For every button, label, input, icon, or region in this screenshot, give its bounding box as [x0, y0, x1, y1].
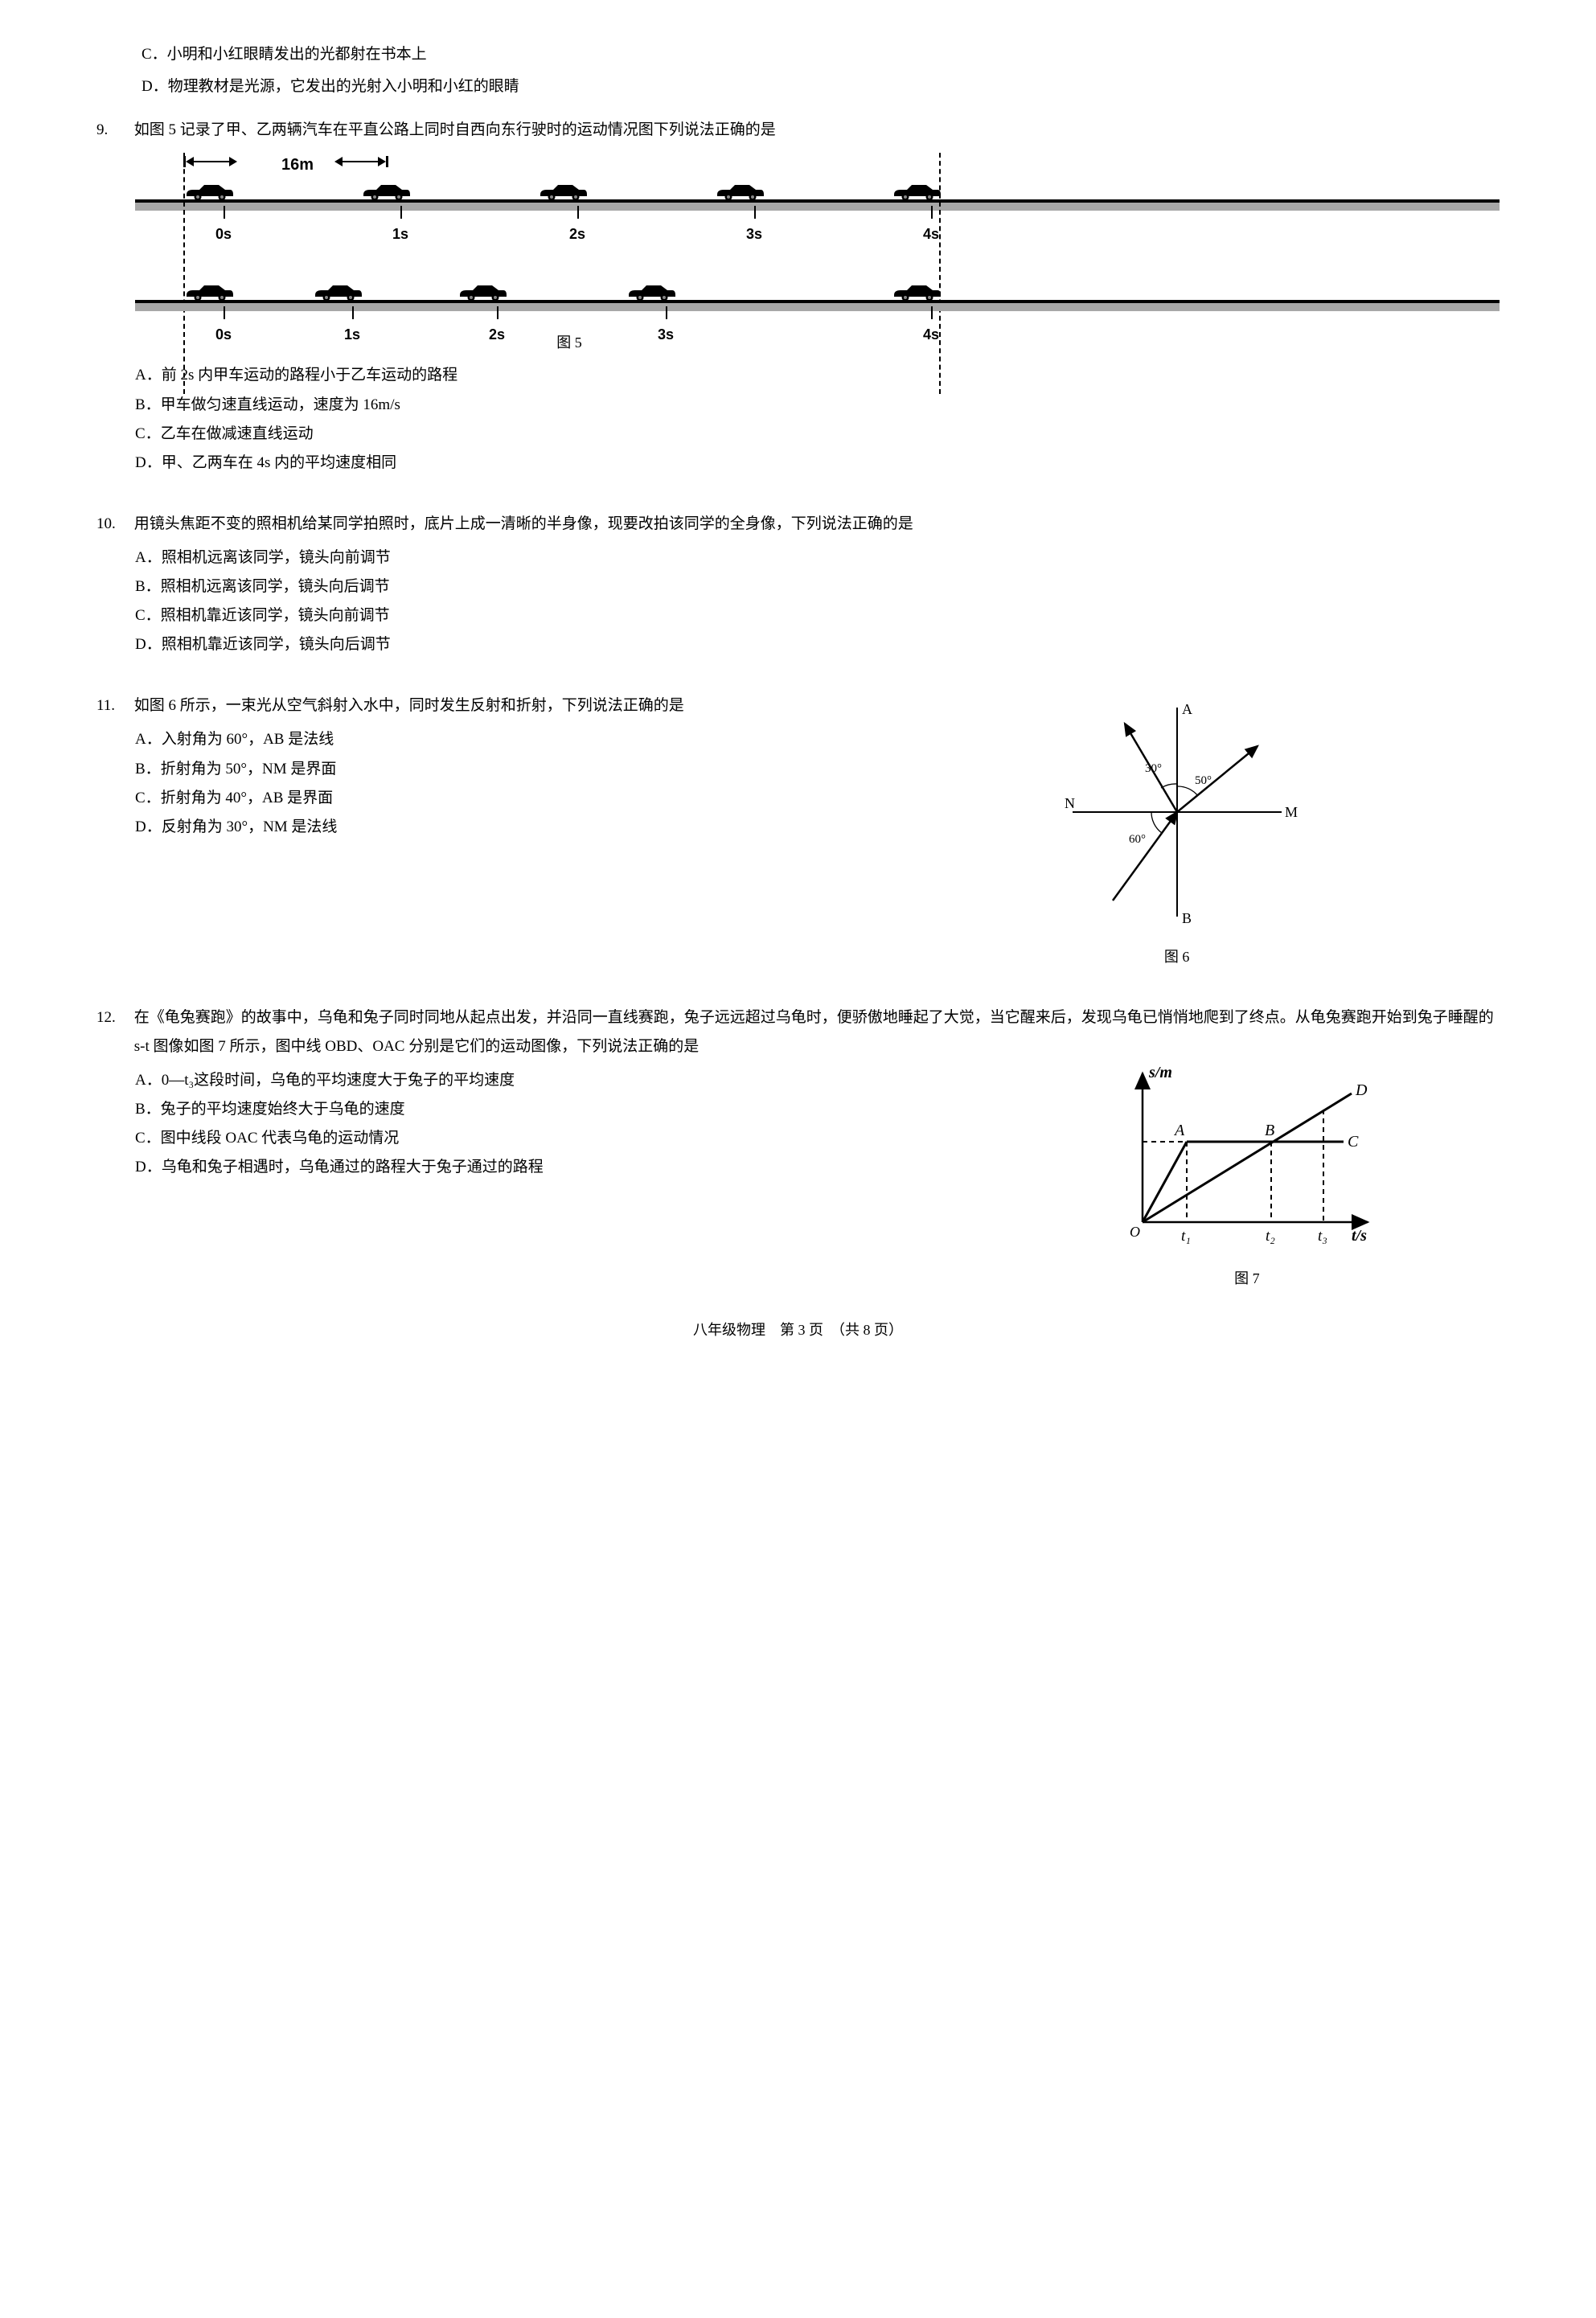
q10-option-a: A．照相机远离该同学，镜头向前调节 [135, 544, 1500, 572]
q9-option-c: C．乙车在做减速直线运动 [135, 420, 1500, 449]
q9-figure: 16m 0s1s2s3s4s 0s1s2s3s4s 图 5 [135, 153, 1500, 356]
svg-text:50°: 50° [1195, 774, 1212, 787]
svg-text:B: B [1182, 910, 1192, 926]
car-icon [537, 182, 589, 201]
q10-stem: 用镜头焦距不变的照相机给某同学拍照时，底片上成一清晰的半身像，现要改拍该同学的全… [134, 510, 1497, 539]
car-icon [183, 182, 235, 201]
car-icon [891, 282, 942, 302]
q12-options: A．0—t₃这段时间，乌龟的平均速度大于兔子的平均速度 B．兔子的平均速度始终大… [96, 1066, 1023, 1182]
q12-fig-caption: 图 7 [1023, 1265, 1471, 1292]
car-icon [714, 182, 765, 201]
q10-options: A．照相机远离该同学，镜头向前调节 B．照相机远离该同学，镜头向后调节 C．照相… [96, 544, 1500, 659]
q11-number: 11. [96, 691, 130, 720]
q9-options: A．前 2s 内甲车运动的路程小于乙车运动的路程 B．甲车做匀速直线运动，速度为… [96, 361, 1500, 477]
car-icon [891, 182, 942, 201]
q12-number: 12. [96, 1003, 130, 1032]
q12-option-c: C．图中线段 OAC 代表乌龟的运动情况 [135, 1124, 1023, 1153]
car-icon [626, 282, 677, 302]
q9-option-b: B．甲车做匀速直线运动，速度为 16m/s [135, 391, 1500, 420]
svg-text:60°: 60° [1129, 833, 1146, 846]
question-11: 11. 如图 6 所示，一束光从空气斜射入水中，同时发生反射和折射，下列说法正确… [96, 691, 1500, 970]
q11-stem: 如图 6 所示，一束光从空气斜射入水中，同时发生反射和折射，下列说法正确的是 [134, 691, 908, 720]
svg-text:30°: 30° [1145, 762, 1162, 775]
svg-text:s/m: s/m [1148, 1064, 1172, 1081]
tick-label: 2s [489, 321, 505, 348]
svg-text:C: C [1348, 1133, 1359, 1151]
tick-label: 0s [215, 220, 232, 248]
tick-label: 0s [215, 321, 232, 348]
tick-label: 4s [923, 321, 939, 348]
svg-text:A: A [1173, 1122, 1185, 1139]
tick-label: 1s [392, 220, 408, 248]
svg-text:N: N [1065, 795, 1075, 811]
svg-text:t₂: t₂ [1266, 1228, 1275, 1245]
q11-diagram: N M A B 30° 50° 60° [1056, 700, 1298, 933]
car-icon [183, 282, 235, 302]
prev-option-c: C．小明和小红眼睛发出的光都射在书本上 [96, 40, 1500, 69]
question-10: 10. 用镜头焦距不变的照相机给某同学拍照时，底片上成一清晰的半身像，现要改拍该… [96, 510, 1500, 659]
tick-label: 3s [658, 321, 674, 348]
q9-number: 9. [96, 116, 130, 145]
tick-label: 1s [344, 321, 360, 348]
svg-text:A: A [1182, 701, 1192, 717]
prev-option-d: D．物理教材是光源，它发出的光射入小明和小红的眼睛 [96, 72, 1500, 101]
q10-number: 10. [96, 510, 130, 539]
q10-option-d: D．照相机靠近该同学，镜头向后调节 [135, 630, 1500, 659]
q12-diagram: s/m t/s O A C B D t₁ t₂ t₃ [1110, 1061, 1384, 1254]
svg-text:t/s: t/s [1352, 1227, 1367, 1245]
svg-text:O: O [1130, 1224, 1140, 1240]
q11-option-a: A．入射角为 60°，AB 是法线 [135, 725, 910, 754]
q9-road-bottom: 0s 1s 2s 3s 4s [135, 253, 1500, 350]
question-9: 9. 如图 5 记录了甲、乙两辆汽车在平直公路上同时自西向东行驶时的运动情况图下… [96, 116, 1500, 478]
svg-text:B: B [1265, 1122, 1274, 1139]
tick-label: 3s [746, 220, 762, 248]
question-12: 12. 在《龟兔赛跑》的故事中，乌龟和兔子同时同地从起点出发，并沿同一直线赛跑，… [96, 1003, 1500, 1292]
q11-fig-caption: 图 6 [910, 943, 1443, 970]
q10-option-b: B．照相机远离该同学，镜头向后调节 [135, 572, 1500, 601]
q9-option-d: D．甲、乙两车在 4s 内的平均速度相同 [135, 449, 1500, 478]
svg-text:t₃: t₃ [1318, 1228, 1327, 1245]
q11-options: A．入射角为 60°，AB 是法线 B．折射角为 50°，NM 是界面 C．折射… [96, 725, 910, 841]
q11-option-b: B．折射角为 50°，NM 是界面 [135, 755, 910, 784]
q12-option-d: D．乌龟和兔子相遇时，乌龟通过的路程大于兔子通过的路程 [135, 1153, 1023, 1182]
q12-stem: 在《龟兔赛跑》的故事中，乌龟和兔子同时同地从起点出发，并沿同一直线赛跑，兔子远远… [134, 1003, 1497, 1061]
q9-road-top: 16m 0s 1s 2s 3s 4s [135, 153, 1500, 253]
q12-option-b: B．兔子的平均速度始终大于乌龟的速度 [135, 1095, 1023, 1124]
q9-distance-label: 16m [281, 150, 314, 180]
q9-stem: 如图 5 记录了甲、乙两辆汽车在平直公路上同时自西向东行驶时的运动情况图下列说法… [134, 116, 1497, 145]
tick-label: 2s [569, 220, 585, 248]
car-icon [457, 282, 508, 302]
q9-option-a: A．前 2s 内甲车运动的路程小于乙车运动的路程 [135, 361, 1500, 390]
svg-text:t₁: t₁ [1181, 1228, 1191, 1245]
svg-text:M: M [1285, 804, 1298, 820]
page-footer: 八年级物理 第 3 页 （共 8 页） [96, 1316, 1500, 1344]
car-icon [360, 182, 412, 201]
q10-option-c: C．照相机靠近该同学，镜头向前调节 [135, 601, 1500, 630]
q11-option-c: C．折射角为 40°，AB 是界面 [135, 784, 910, 813]
tick-label: 4s [923, 220, 939, 248]
car-icon [312, 282, 363, 302]
svg-text:D: D [1355, 1081, 1368, 1099]
q12-option-a: A．0—t₃这段时间，乌龟的平均速度大于兔子的平均速度 [135, 1066, 1023, 1095]
q11-option-d: D．反射角为 30°，NM 是法线 [135, 813, 910, 842]
